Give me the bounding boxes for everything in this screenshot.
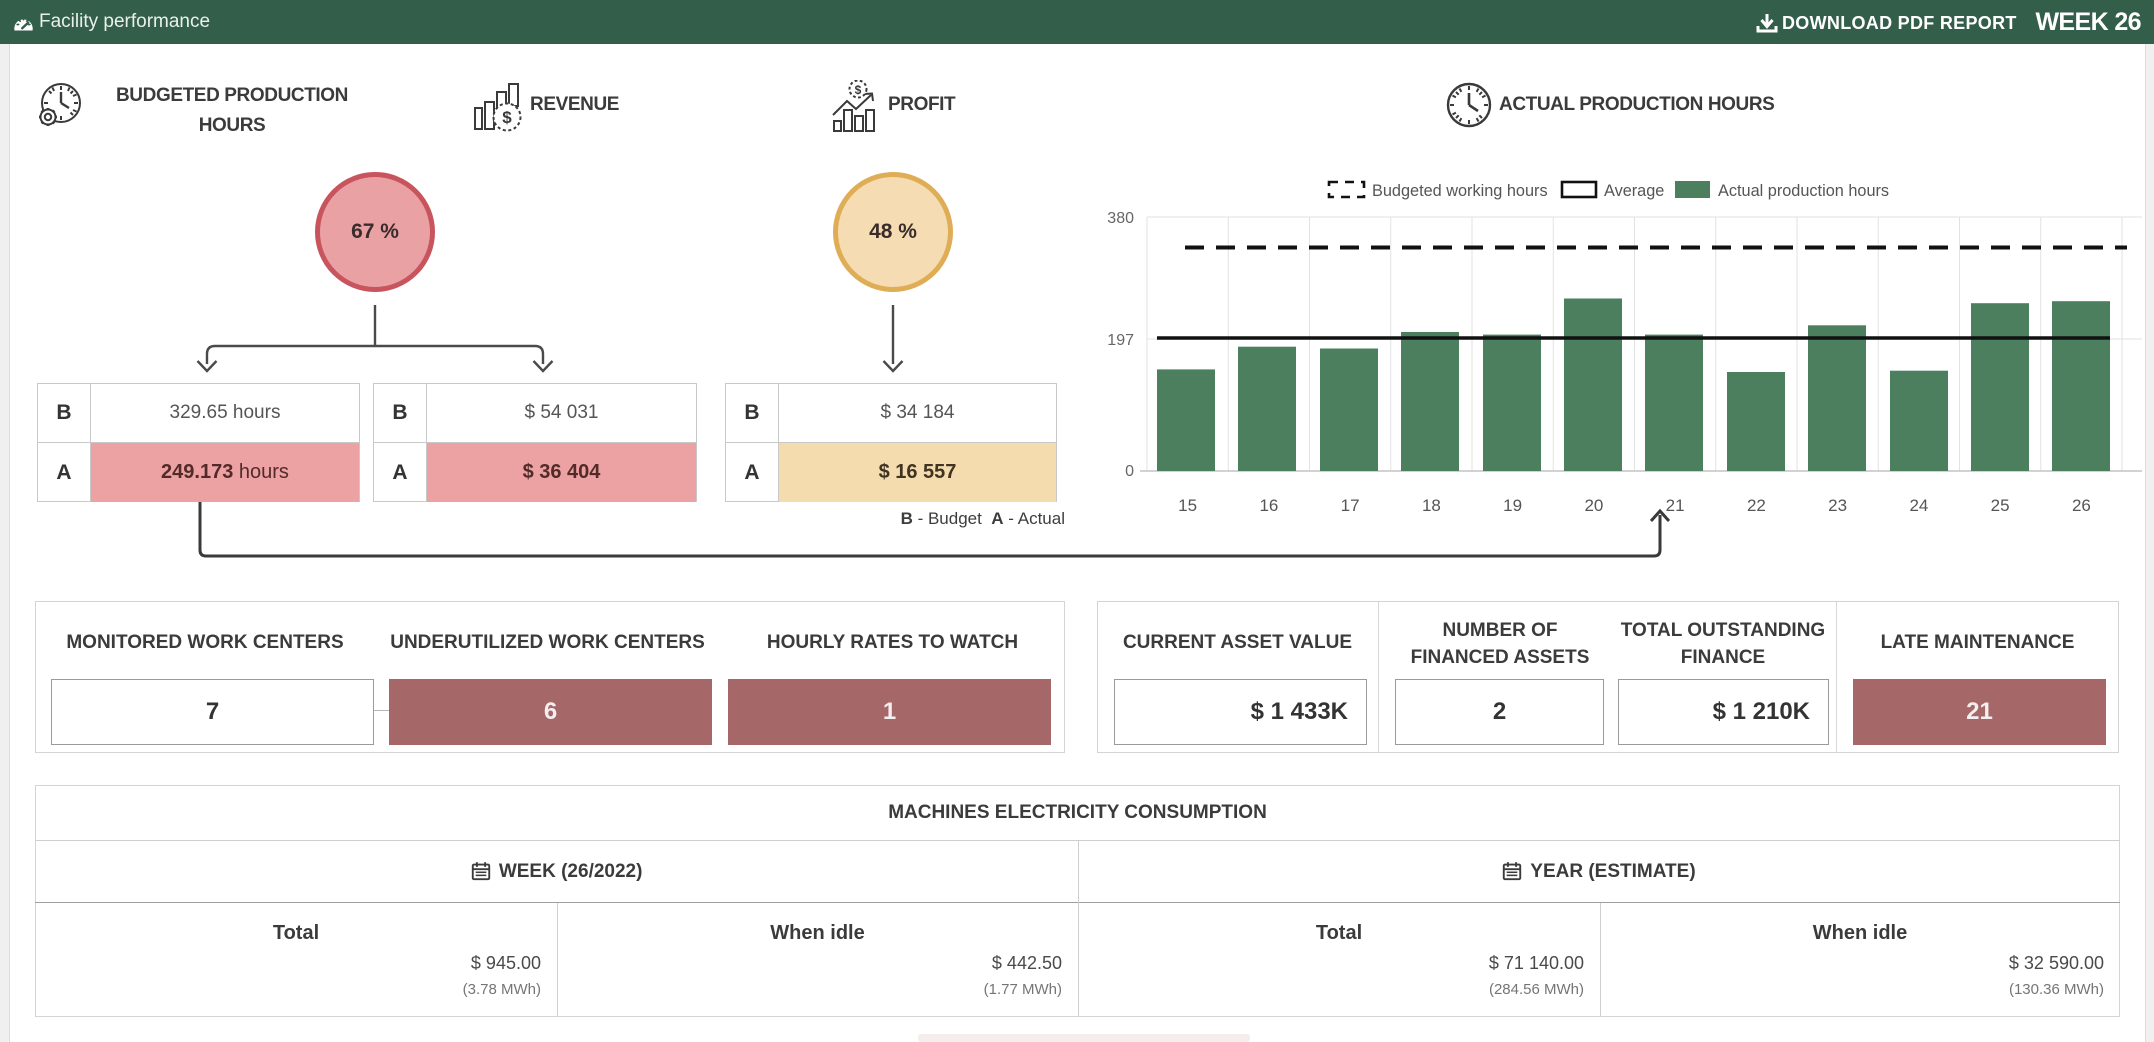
svg-text:15: 15: [1178, 496, 1197, 515]
svg-text:17: 17: [1341, 496, 1360, 515]
svg-text:16: 16: [1259, 496, 1278, 515]
svg-text:0: 0: [1125, 463, 1134, 480]
svg-text:24: 24: [1909, 496, 1928, 515]
svg-text:18: 18: [1422, 496, 1441, 515]
svg-text:26: 26: [2072, 496, 2091, 515]
svg-text:20: 20: [1584, 496, 1603, 515]
svg-text:Budgeted working hours: Budgeted working hours: [1372, 182, 1548, 200]
svg-text:$: $: [855, 83, 862, 97]
svg-text:$: $: [502, 108, 512, 127]
svg-text:197: 197: [1107, 332, 1134, 349]
svg-text:19: 19: [1503, 496, 1522, 515]
svg-text:380: 380: [1107, 210, 1134, 227]
svg-text:22: 22: [1747, 496, 1766, 515]
svg-text:21: 21: [1666, 496, 1685, 515]
svg-text:23: 23: [1828, 496, 1847, 515]
svg-text:Actual production hours: Actual production hours: [1718, 182, 1889, 200]
svg-text:Average: Average: [1604, 182, 1664, 200]
svg-text:25: 25: [1991, 496, 2010, 515]
